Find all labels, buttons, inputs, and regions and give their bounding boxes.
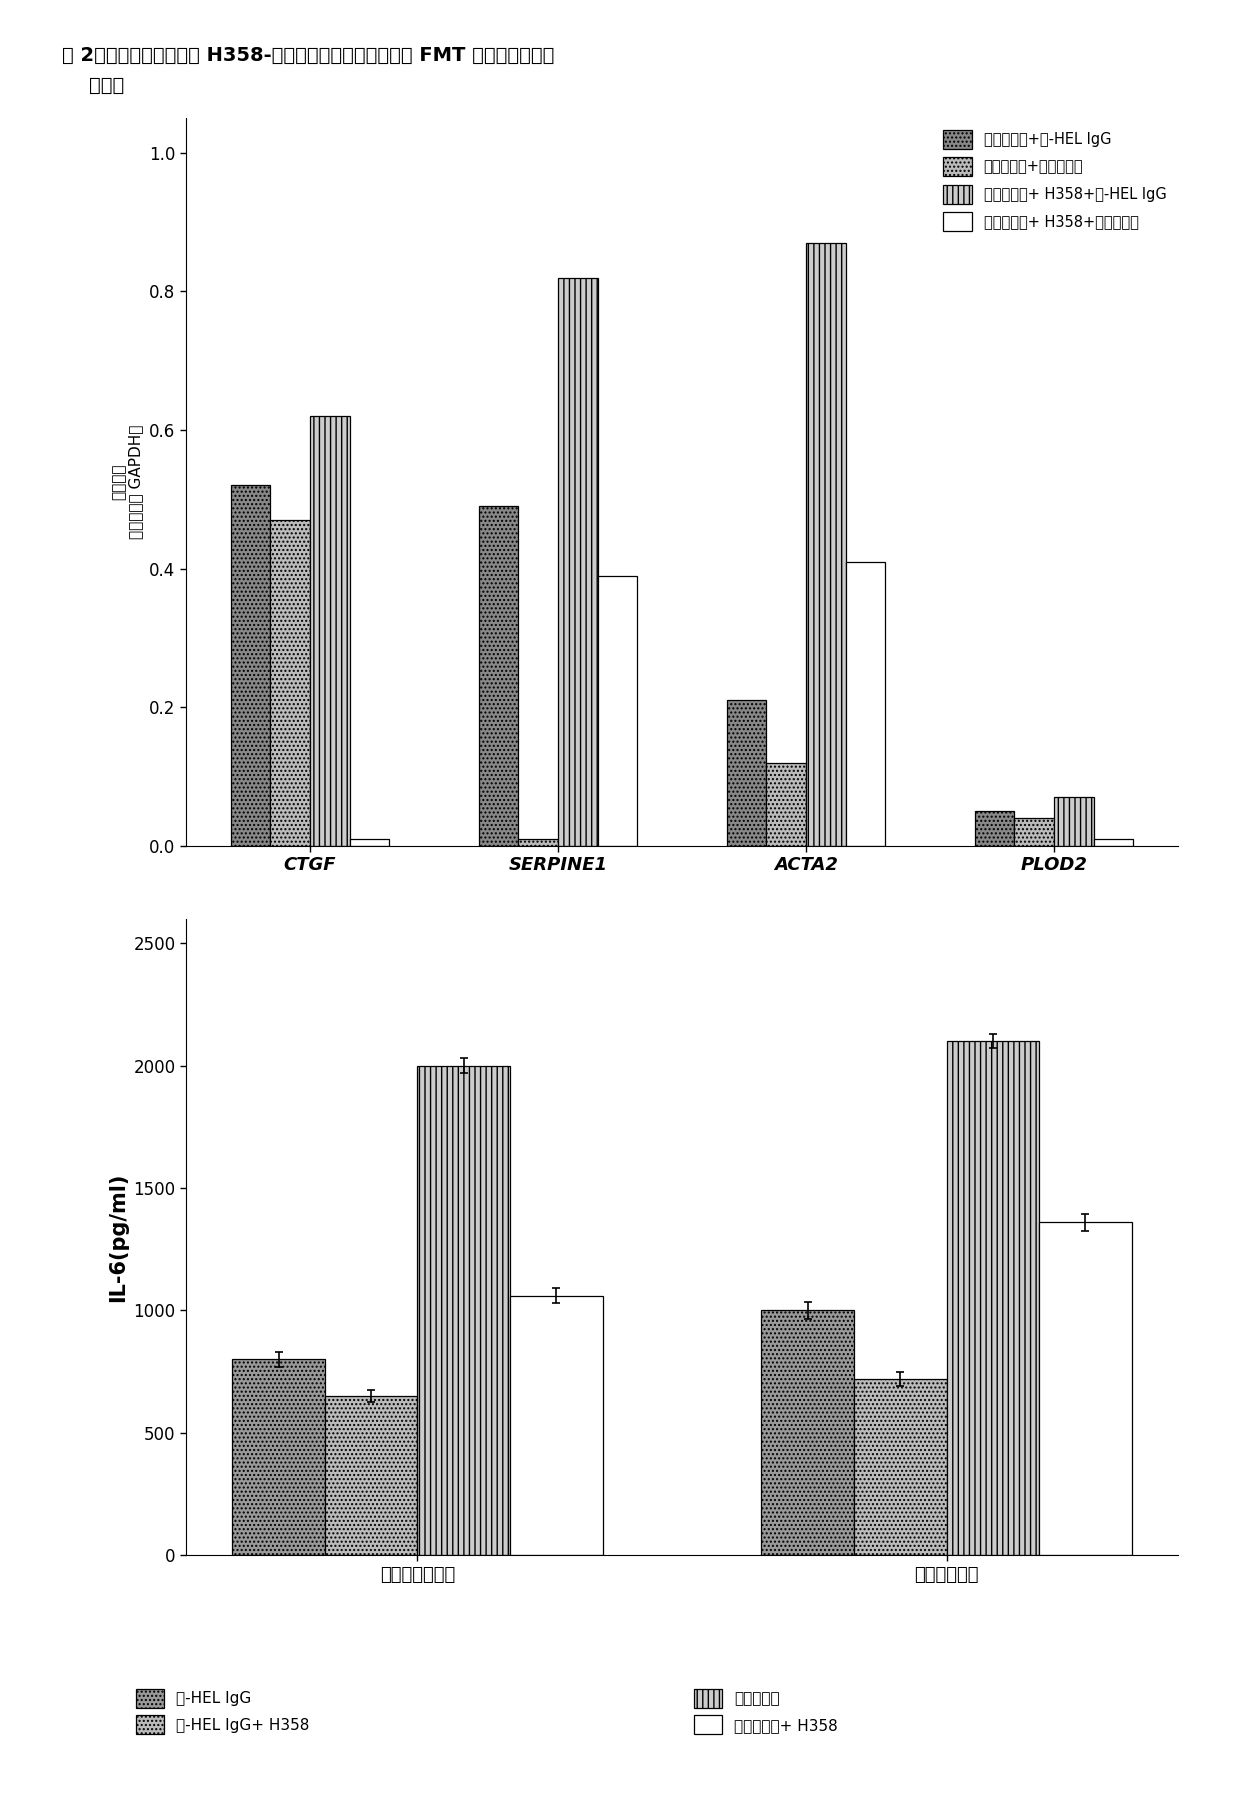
Bar <box>806 244 846 846</box>
Bar <box>325 1397 418 1555</box>
Bar <box>975 811 1014 846</box>
Text: 的表达: 的表达 <box>62 76 124 95</box>
Bar <box>727 700 766 846</box>
Bar <box>270 520 310 846</box>
Bar <box>766 762 806 846</box>
Bar <box>350 839 389 846</box>
Y-axis label: 相对表达
（标准化至 GAPDH）: 相对表达 （标准化至 GAPDH） <box>112 426 144 538</box>
Bar <box>558 278 598 846</box>
Bar <box>1014 819 1054 846</box>
Text: 图 2：阿吐珠单抗阻断在 H358-成纤维细胞共同培养物中的 FMT 相关基因的升高: 图 2：阿吐珠单抗阻断在 H358-成纤维细胞共同培养物中的 FMT 相关基因的… <box>62 45 554 64</box>
Legend: 成纤维细胞+抗-HEL IgG, 成纤维细胞+阿吐珠单抗, 成纤维细胞+ H358+抗-HEL IgG, 成纤维细胞+ H358+阿吐珠单抗: 成纤维细胞+抗-HEL IgG, 成纤维细胞+阿吐珠单抗, 成纤维细胞+ H35… <box>939 126 1171 235</box>
Bar <box>598 575 637 846</box>
Bar <box>310 417 350 846</box>
Legend: 阿吐珠单抗, 阿吐珠单抗+ H358: 阿吐珠单抗, 阿吐珠单抗+ H358 <box>689 1684 842 1739</box>
Y-axis label: IL-6(pg/ml): IL-6(pg/ml) <box>108 1171 128 1302</box>
Bar <box>232 1359 325 1555</box>
Bar <box>479 506 518 846</box>
Bar <box>418 1066 510 1555</box>
Legend: 抗-HEL IgG, 抗-HEL IgG+ H358: 抗-HEL IgG, 抗-HEL IgG+ H358 <box>131 1684 314 1739</box>
Bar <box>231 486 270 846</box>
Bar <box>946 1040 1039 1555</box>
Bar <box>510 1295 603 1555</box>
Bar <box>1039 1222 1132 1555</box>
Bar <box>518 839 558 846</box>
Bar <box>846 562 885 846</box>
Bar <box>1094 839 1133 846</box>
Bar <box>854 1379 946 1555</box>
Bar <box>761 1310 854 1555</box>
Bar <box>1054 797 1094 846</box>
